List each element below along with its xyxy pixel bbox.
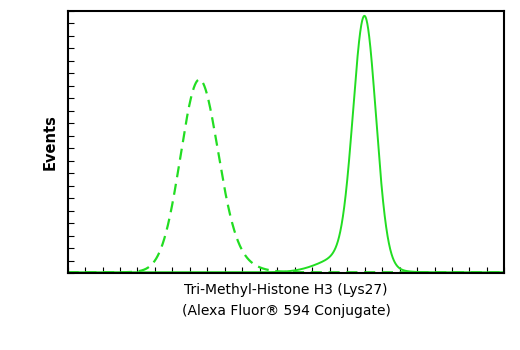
X-axis label: Tri-Methyl-Histone H3 (Lys27)
(Alexa Fluor® 594 Conjugate): Tri-Methyl-Histone H3 (Lys27) (Alexa Flu… [181, 284, 391, 318]
Y-axis label: Events: Events [42, 114, 57, 170]
